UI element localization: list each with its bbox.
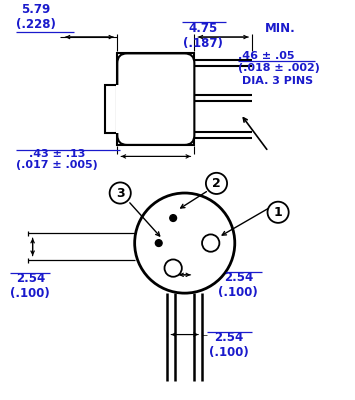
Text: DIA. 3 PINS: DIA. 3 PINS [241,76,313,86]
Circle shape [206,173,227,194]
Text: 2.54
(.100): 2.54 (.100) [10,272,50,300]
Text: .43 ± .13
(.017 ± .005): .43 ± .13 (.017 ± .005) [16,149,98,170]
Circle shape [164,260,182,277]
Text: 3: 3 [116,186,125,200]
FancyBboxPatch shape [118,54,194,145]
Text: 1: 1 [274,206,283,219]
Text: 2.54
(.100): 2.54 (.100) [209,331,248,359]
Text: 2: 2 [212,177,221,190]
Circle shape [268,202,289,223]
Circle shape [170,215,176,222]
Text: 4.75
(.187): 4.75 (.187) [183,22,223,50]
Text: .46 ± .05: .46 ± .05 [237,51,294,61]
Bar [116,85,119,133]
Text: 2.54
(.100): 2.54 (.100) [218,271,258,299]
Bar [105,85,119,133]
Bar [118,54,194,145]
Text: (.018 ± .002): (.018 ± .002) [237,63,320,73]
Text: 5.79
(.228): 5.79 (.228) [16,3,56,31]
Circle shape [110,182,131,204]
Circle shape [202,234,219,252]
Text: MIN.: MIN. [264,22,295,35]
Circle shape [155,240,162,246]
Circle shape [135,193,235,293]
